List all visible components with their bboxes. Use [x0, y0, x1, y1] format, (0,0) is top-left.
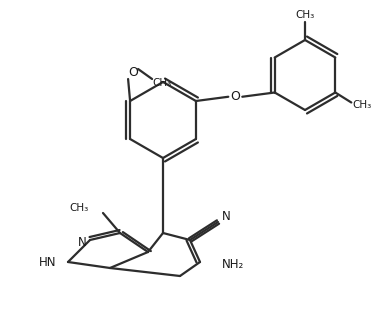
Text: N: N [78, 236, 86, 249]
Text: CH₃: CH₃ [70, 203, 89, 213]
Text: O: O [128, 65, 138, 78]
Text: CH₃: CH₃ [152, 78, 172, 88]
Text: CH₃: CH₃ [295, 10, 315, 20]
Text: O: O [230, 90, 240, 103]
Text: HN: HN [39, 255, 56, 268]
Text: N: N [222, 210, 230, 223]
Text: CH₃: CH₃ [353, 100, 372, 110]
Text: NH₂: NH₂ [222, 258, 244, 271]
